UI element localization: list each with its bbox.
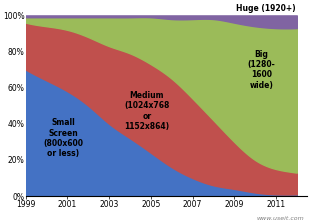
Text: Big
(1280-
1600
wide): Big (1280- 1600 wide) [247,50,275,90]
Text: Huge (1920+): Huge (1920+) [236,4,295,13]
Text: Small
Screen
(800x600
or less): Small Screen (800x600 or less) [43,118,83,158]
Text: www.useit.com: www.useit.com [257,216,304,221]
Text: Medium
(1024x768
or
1152x864): Medium (1024x768 or 1152x864) [124,91,169,131]
